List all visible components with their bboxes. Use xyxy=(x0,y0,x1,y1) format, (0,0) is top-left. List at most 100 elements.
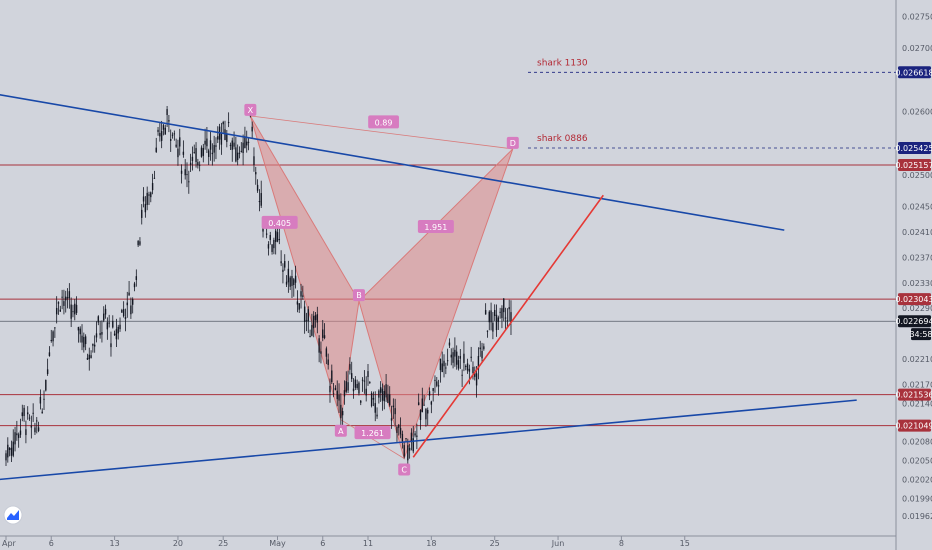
x-tick-label: 25 xyxy=(490,539,500,548)
candle-body xyxy=(356,383,358,389)
trendline-upper xyxy=(0,94,785,231)
candle-body xyxy=(117,326,119,334)
candle-body xyxy=(81,335,83,343)
candle-body xyxy=(148,194,150,196)
candle-body xyxy=(227,122,230,124)
candle-body xyxy=(206,138,208,147)
candle-body xyxy=(209,140,212,150)
candle-body xyxy=(510,312,512,323)
candle-body xyxy=(30,425,33,428)
candle-body xyxy=(184,169,186,176)
candle-body xyxy=(416,435,418,437)
candle-body xyxy=(463,353,465,363)
candle-body xyxy=(168,120,170,122)
price-tag-label: 0.022694 xyxy=(895,317,932,326)
candle-body xyxy=(468,368,471,372)
candle-body xyxy=(25,429,27,436)
candle-body xyxy=(405,438,407,440)
candle-body xyxy=(276,232,279,242)
candle-body xyxy=(486,330,489,332)
candle-body xyxy=(242,142,244,154)
pattern-point-label: C xyxy=(401,465,407,474)
candle-body xyxy=(171,134,174,136)
candle-body xyxy=(224,129,226,141)
candle-body xyxy=(92,343,94,346)
candle-body xyxy=(144,203,147,213)
price-tag-badge xyxy=(898,315,931,328)
candle-body xyxy=(390,418,393,421)
x-tick-label: May xyxy=(269,539,286,548)
candle-body xyxy=(113,333,116,336)
candle-body xyxy=(253,156,255,165)
candle-body xyxy=(443,360,445,367)
pattern-ratio-label: 1.261 xyxy=(361,429,384,438)
candle-body xyxy=(99,333,101,336)
candle-body xyxy=(133,283,136,288)
candle-body xyxy=(128,292,130,296)
candle-body xyxy=(59,309,61,312)
candle-body xyxy=(410,432,413,442)
candle-body xyxy=(389,394,391,406)
candle-body xyxy=(70,304,72,319)
pattern-point-label: X xyxy=(248,106,254,115)
candle-body xyxy=(285,281,288,285)
candle-body xyxy=(278,239,281,241)
y-tick-label: 0.026000 xyxy=(902,107,932,116)
pattern-ratio-label: 0.89 xyxy=(375,118,393,127)
candle-body xyxy=(423,404,425,406)
candle-body xyxy=(159,132,161,137)
candle-body xyxy=(233,142,235,147)
candle-body xyxy=(441,363,443,373)
candle-body xyxy=(428,391,431,396)
candle-body xyxy=(360,400,362,403)
candle-body xyxy=(132,299,134,305)
candle-body xyxy=(370,392,373,407)
candle-body xyxy=(222,122,224,125)
candle-body xyxy=(408,447,411,451)
candle-body xyxy=(14,432,16,445)
candle-body xyxy=(124,317,127,320)
candle-body xyxy=(27,412,29,415)
price-tag-label: 0.021536 xyxy=(895,391,932,400)
candle-body xyxy=(244,136,246,149)
candle-body xyxy=(314,315,317,321)
candle-body xyxy=(452,352,454,363)
watermark-logo-icon[interactable] xyxy=(3,505,23,525)
candle-body xyxy=(83,336,85,348)
candle-body xyxy=(72,311,74,313)
y-tick-label: 0.021700 xyxy=(902,380,932,389)
candle-body xyxy=(407,445,409,461)
candle-body xyxy=(202,148,204,156)
candle-body xyxy=(492,322,494,332)
candle-body xyxy=(465,365,467,367)
candle-body xyxy=(307,309,309,322)
pattern-ratio-badge xyxy=(354,426,391,440)
candle-body xyxy=(320,351,322,354)
pattern-ratio-label: 1.951 xyxy=(424,223,447,232)
candle-body xyxy=(287,268,290,283)
pattern-ratio-badge xyxy=(368,115,399,129)
candle-body xyxy=(327,359,329,365)
candle-body xyxy=(455,351,458,365)
candle-body xyxy=(481,350,483,359)
candle-body xyxy=(258,201,261,203)
candle-body xyxy=(153,177,156,179)
candle-body xyxy=(403,445,405,457)
candle-body xyxy=(68,291,71,299)
candle-body xyxy=(28,417,31,419)
y-tick-label: 0.019620 xyxy=(902,512,932,521)
candle-body xyxy=(477,356,480,370)
candle-body xyxy=(302,295,304,297)
x-axis-ticks: Apr 6 13 20 25 May 6 11 18 25 Jun 8 15 xyxy=(2,536,690,548)
candle-body xyxy=(104,308,107,315)
x-tick-label: Apr xyxy=(2,539,17,548)
candle-body xyxy=(19,430,22,435)
candle-body xyxy=(95,333,98,338)
candle-body xyxy=(36,420,38,422)
x-tick-label: 8 xyxy=(619,539,624,548)
candle-body xyxy=(146,192,148,205)
candle-body xyxy=(497,317,500,322)
candle-body xyxy=(150,192,152,198)
